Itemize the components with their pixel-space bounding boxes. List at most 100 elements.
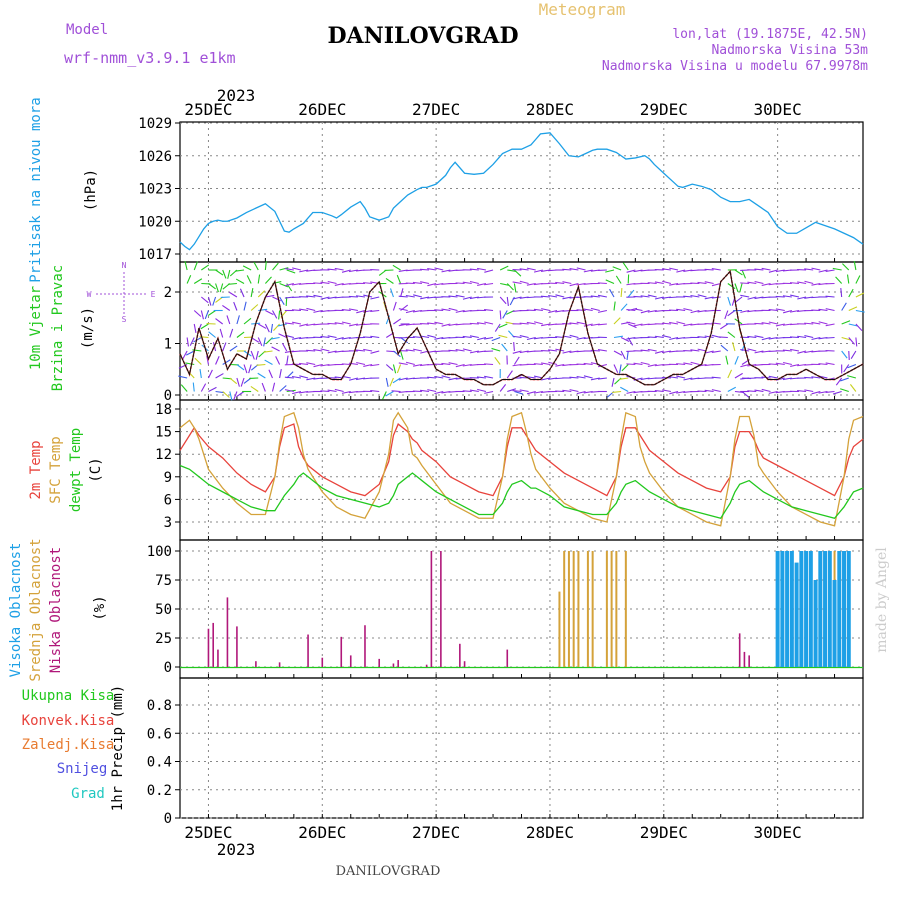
wind-arrow (654, 390, 664, 393)
wind-arrow (299, 323, 309, 327)
wind-arrow (841, 350, 848, 359)
wind-arrow (622, 262, 629, 271)
cloud-bar (789, 551, 794, 667)
wind-arrow (519, 335, 529, 339)
wind-arrow (519, 350, 529, 354)
cloud-bar (378, 658, 381, 667)
wind-arrow (583, 362, 593, 366)
elevation-label: Nadmorska Visina 53m (711, 43, 868, 58)
wind-arrow (727, 331, 736, 338)
wind-arrow (398, 377, 408, 381)
wind-arrow (569, 389, 579, 393)
wind-arrow (284, 322, 294, 325)
wind-arrow (718, 336, 728, 339)
cloud-bar (572, 551, 575, 667)
cloud-bar (818, 551, 823, 667)
wind-arrow (747, 281, 757, 285)
wind-arrow (334, 336, 344, 341)
wind-arrow (462, 296, 472, 300)
wind-arrow (448, 307, 458, 312)
wind-arrow (279, 267, 289, 271)
wind-panel: 10m Vjetar Brzina i Pravac (m/s) N S W E… (28, 260, 865, 404)
wind-arrow (292, 267, 302, 271)
wind-arrow (250, 288, 254, 298)
wind-arrow (704, 389, 714, 393)
wind-arrow (281, 342, 288, 352)
wind-compass: N S W E (87, 261, 156, 324)
wind-arrow (412, 348, 423, 352)
wind-arrow (613, 317, 621, 325)
wind-arrow (187, 293, 195, 297)
wind-arrow (334, 388, 344, 393)
wind-arrow (697, 336, 707, 339)
wind-arrow (222, 304, 231, 311)
wind-arrow (811, 267, 821, 271)
wind-arrow (499, 310, 502, 320)
wind-arrow (484, 282, 494, 286)
clouds-tick-label: 0 (164, 660, 172, 676)
wind-arrow (299, 269, 309, 273)
wind-arrow (476, 322, 487, 325)
wind-arrow (398, 362, 408, 366)
wind-arrow (562, 389, 572, 393)
wind-arrow (541, 323, 551, 327)
wind-arrow (469, 389, 479, 393)
wind-arrow (620, 386, 629, 392)
wind-arrow (697, 348, 707, 352)
wind-arrow (541, 308, 551, 312)
wind-arrow (761, 322, 771, 325)
wind-arrow (491, 336, 501, 342)
wind-arrow (389, 377, 394, 387)
wind-arrow (306, 362, 316, 366)
wind-arrow (400, 350, 404, 360)
wind-arrow (207, 369, 213, 379)
wind-arrow (264, 260, 267, 271)
wind-arrow (740, 349, 750, 352)
wind-arrow (396, 274, 402, 284)
pressure-tick-label: 1020 (138, 214, 172, 230)
wind-arrow (434, 375, 444, 379)
wind-arrow (734, 296, 743, 304)
pressure-yticks: 1017 1020 1023 1026 1029 (138, 116, 863, 263)
wind-arrow (455, 363, 465, 368)
wind-arrow (268, 369, 273, 379)
wind-arrow (683, 295, 693, 298)
wind-arrow (434, 309, 444, 312)
wind-arrow (526, 336, 536, 341)
wind-arrow (484, 269, 494, 273)
wind-arrow (848, 323, 858, 327)
wind-arrow (405, 361, 415, 366)
wind-arrow (256, 363, 266, 366)
wind-arrow (562, 350, 572, 354)
wind-arrow (683, 362, 693, 366)
wind-arrow (597, 349, 607, 352)
compass-north: N (122, 261, 127, 270)
wind-arrow (840, 287, 843, 298)
wind-arrow (441, 362, 451, 366)
wind-arrow (768, 390, 778, 394)
wind-arrow (455, 282, 465, 285)
wind-arrow (392, 301, 397, 311)
wind-arrow (842, 263, 850, 271)
wind-arrow (618, 364, 622, 374)
wind-arrow (263, 350, 273, 353)
cloud-bar (425, 664, 428, 667)
wind-arrow (841, 302, 847, 311)
compass-south: S (122, 315, 127, 324)
low-cloud-label: Niska Oblacnost (48, 547, 64, 673)
wind-arrow (846, 274, 850, 284)
wind-arrow (848, 288, 854, 298)
wind-arrow (257, 323, 267, 329)
wind-arrow (768, 336, 778, 340)
wind-arrow (185, 362, 195, 366)
wind-arrow (400, 288, 404, 298)
wind-arrow (754, 389, 764, 393)
wind-arrow (228, 291, 238, 298)
wind-arrow (341, 309, 351, 312)
wind-arrow (292, 336, 302, 340)
wind-arrow (576, 321, 586, 325)
temperature-tick-label: 12 (155, 447, 172, 463)
wind-arrow (590, 307, 600, 312)
cloud-bar (837, 551, 842, 667)
wind-arrow (761, 336, 771, 341)
